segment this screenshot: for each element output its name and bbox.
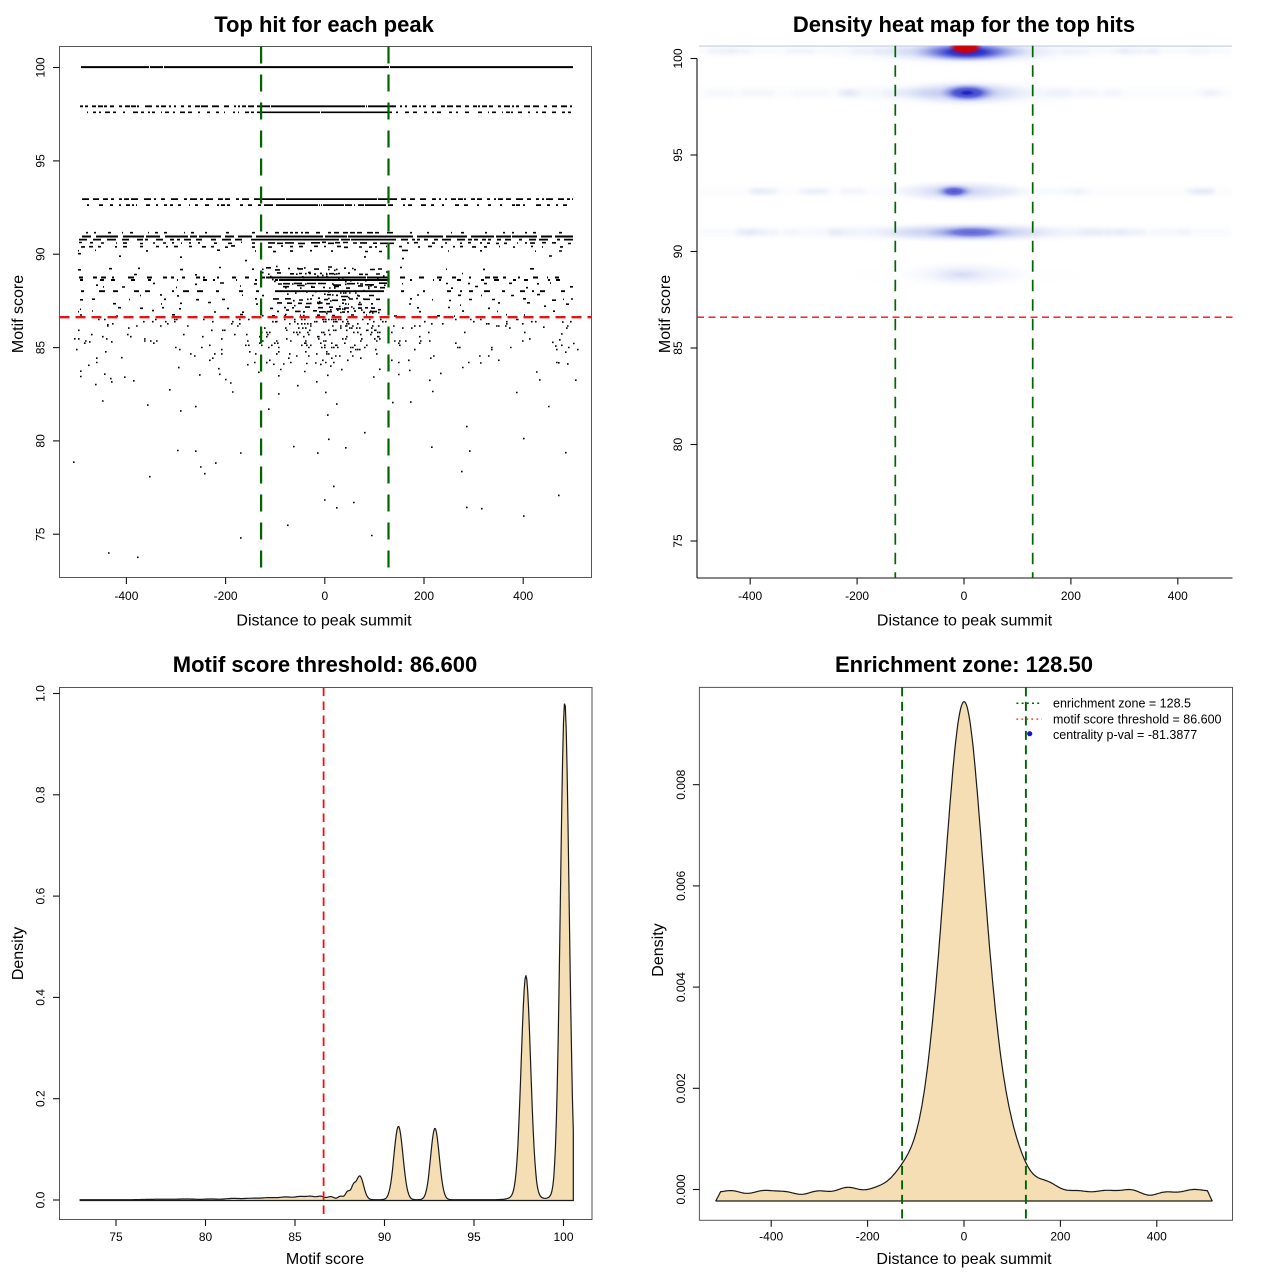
svg-text:Top hit for each peak: Top hit for each peak	[214, 12, 434, 37]
svg-text:centrality p-val = -81.3877: centrality p-val = -81.3877	[1053, 728, 1197, 742]
svg-text:200: 200	[414, 589, 434, 603]
svg-text:95: 95	[34, 154, 48, 168]
svg-text:0.006: 0.006	[674, 871, 688, 901]
svg-text:motif score threshold = 86.600: motif score threshold = 86.600	[1053, 713, 1222, 727]
svg-text:0.2: 0.2	[34, 1090, 48, 1107]
svg-text:95: 95	[467, 1230, 481, 1244]
svg-text:0.4: 0.4	[34, 989, 48, 1006]
svg-text:1.0: 1.0	[34, 685, 48, 702]
svg-text:0.004: 0.004	[674, 972, 688, 1002]
svg-text:enrichment zone = 128.5: enrichment zone = 128.5	[1053, 696, 1191, 710]
svg-text:-400: -400	[738, 589, 762, 603]
svg-text:Motif score: Motif score	[10, 275, 27, 353]
svg-text:400: 400	[1168, 589, 1188, 603]
svg-text:0.0: 0.0	[34, 1191, 48, 1208]
svg-text:0: 0	[961, 589, 968, 603]
svg-text:Enrichment zone: 128.50: Enrichment zone: 128.50	[835, 652, 1093, 677]
svg-text:0.000: 0.000	[674, 1174, 688, 1204]
svg-text:100: 100	[34, 57, 48, 77]
svg-text:-200: -200	[856, 1230, 880, 1244]
svg-text:400: 400	[513, 589, 533, 603]
svg-text:-200: -200	[214, 589, 238, 603]
svg-text:90: 90	[34, 247, 48, 261]
svg-text:75: 75	[34, 527, 48, 541]
svg-text:Density: Density	[10, 927, 27, 980]
svg-text:80: 80	[671, 438, 685, 452]
svg-text:Motif score threshold: 86.600: Motif score threshold: 86.600	[173, 652, 477, 677]
svg-text:-200: -200	[845, 589, 869, 603]
svg-text:Density: Density	[650, 923, 667, 976]
svg-text:100: 100	[671, 48, 685, 68]
svg-text:0.002: 0.002	[674, 1073, 688, 1103]
svg-text:100: 100	[553, 1230, 573, 1244]
svg-text:-400: -400	[114, 589, 138, 603]
svg-text:-400: -400	[759, 1230, 783, 1244]
svg-text:0.6: 0.6	[34, 887, 48, 904]
svg-text:Density heat map for the top h: Density heat map for the top hits	[793, 12, 1135, 37]
svg-text:0: 0	[321, 589, 328, 603]
svg-text:85: 85	[34, 341, 48, 355]
svg-text:Distance to peak summit: Distance to peak summit	[877, 613, 1053, 630]
svg-text:0: 0	[961, 1230, 968, 1244]
svg-text:0.8: 0.8	[34, 786, 48, 803]
svg-text:75: 75	[109, 1230, 123, 1244]
svg-text:85: 85	[671, 341, 685, 355]
svg-text:Distance to peak summit: Distance to peak summit	[236, 613, 412, 630]
svg-text:200: 200	[1050, 1230, 1070, 1244]
svg-text:80: 80	[199, 1230, 213, 1244]
svg-text:0.008: 0.008	[674, 769, 688, 799]
svg-text:400: 400	[1147, 1230, 1167, 1244]
svg-text:85: 85	[288, 1230, 302, 1244]
svg-text:200: 200	[1061, 589, 1081, 603]
svg-text:Motif score: Motif score	[657, 275, 674, 353]
svg-text:75: 75	[671, 534, 685, 548]
svg-text:80: 80	[34, 434, 48, 448]
svg-text:Distance to peak summit: Distance to peak summit	[876, 1251, 1052, 1268]
svg-text:Motif score: Motif score	[286, 1251, 364, 1268]
svg-text:95: 95	[671, 148, 685, 162]
svg-text:90: 90	[671, 245, 685, 259]
svg-text:90: 90	[378, 1230, 392, 1244]
